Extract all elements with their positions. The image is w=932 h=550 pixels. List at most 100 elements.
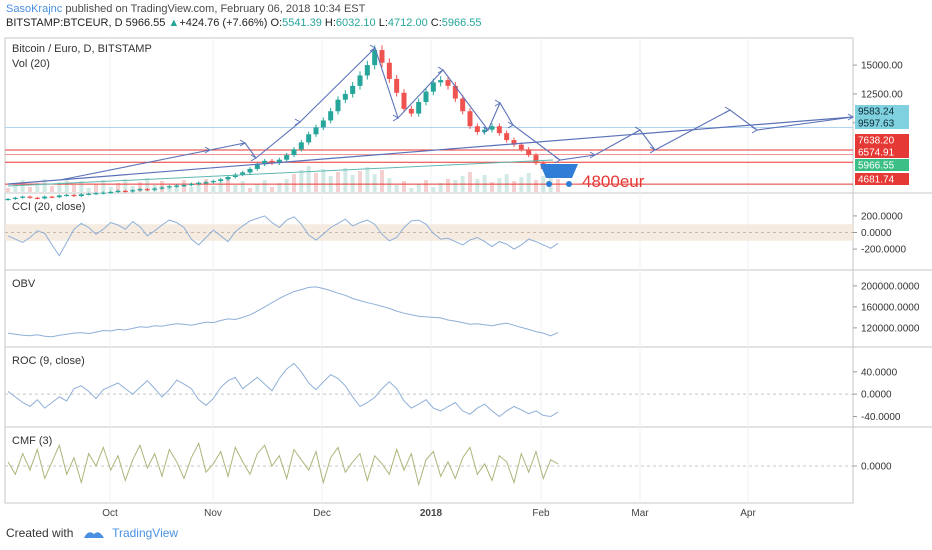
volume-bar <box>204 179 208 192</box>
volume-bar <box>262 180 267 192</box>
tradingview-logo-icon <box>83 532 104 538</box>
symbol-name: BITSTAMP:BTCEUR, D <box>6 17 123 29</box>
candle-body <box>342 93 348 100</box>
candle-body <box>262 160 268 165</box>
candle-body <box>159 187 165 189</box>
arrow-head-icon <box>554 156 561 164</box>
volume-bar <box>372 174 377 192</box>
price-label: 7638.20 <box>858 136 895 147</box>
volume-bar <box>167 188 172 192</box>
indicator-title: ROC (9, close) <box>12 355 85 367</box>
candle-body <box>357 75 363 86</box>
candle-body <box>489 126 495 130</box>
price-label: 5966.55 <box>858 161 895 172</box>
arrow-head-icon <box>494 99 501 107</box>
candle-body <box>225 177 231 180</box>
author-link[interactable]: SasoKrajnc <box>6 3 63 15</box>
arrow-head-icon <box>437 66 444 74</box>
arrow-head-icon <box>649 146 656 154</box>
candle-body <box>328 111 334 121</box>
candle-body <box>218 179 224 182</box>
candle-body <box>122 190 128 193</box>
tradingview-brand-link[interactable]: TradingView <box>112 526 179 540</box>
x-tick-label: Oct <box>102 508 118 519</box>
last-price: 5966.55 <box>125 17 166 29</box>
arrow-head-icon <box>847 113 854 121</box>
indicator-y-tick-label: 160000.0000 <box>861 302 920 313</box>
volume-bar <box>299 170 304 192</box>
candle-body <box>93 193 99 195</box>
arrow-head-icon <box>294 118 301 126</box>
volume-bar <box>431 187 436 192</box>
volume-bar <box>42 179 47 192</box>
candle-body <box>152 188 158 190</box>
x-tick-label: Apr <box>740 508 756 519</box>
candle-body <box>49 196 55 198</box>
candle-body <box>71 194 77 197</box>
volume-bar <box>79 181 84 192</box>
volume-bar <box>270 187 274 192</box>
candle-body <box>188 183 194 186</box>
candle-body <box>174 185 180 187</box>
x-tick-label: 2018 <box>420 508 443 519</box>
indicator-y-tick-label: 200000.0000 <box>861 281 920 292</box>
arrow-head-icon <box>751 126 758 134</box>
candle-body <box>108 192 114 194</box>
indicator-line <box>7 441 559 487</box>
volume-bar <box>35 183 40 192</box>
indicator-title: OBV <box>12 278 36 290</box>
volume-label: Vol (20) <box>12 58 50 70</box>
candle-body <box>511 140 517 145</box>
arrow-head-icon <box>204 146 211 154</box>
arrow-head-icon <box>589 151 596 159</box>
candle-body <box>408 108 414 114</box>
candle-body <box>423 91 429 102</box>
volume-bar <box>526 173 531 192</box>
chart-canvas[interactable]: OctNovDec2018FebMarApr15000.0012500.0010… <box>0 0 932 520</box>
candle-body <box>137 189 143 191</box>
volume-bar <box>72 185 76 192</box>
published-text: published on TradingView.com, February 0… <box>65 3 366 15</box>
indicator-y-tick-label: 200.0000 <box>861 211 903 222</box>
candle-body <box>504 133 510 141</box>
x-tick-label: Dec <box>313 508 331 519</box>
volume-bar <box>402 181 406 192</box>
indicator-title: CMF (3) <box>12 435 52 447</box>
volume-bar <box>497 178 502 192</box>
price-label-box <box>855 105 909 117</box>
volume-bar <box>226 178 230 192</box>
low-label: L: <box>378 17 388 29</box>
volume-bar <box>387 178 392 192</box>
volume-bar <box>240 181 245 192</box>
volume-bar <box>284 179 289 192</box>
price-y-tick-label: 12500.00 <box>861 89 903 100</box>
volume-bar <box>116 183 120 192</box>
candle-body <box>269 160 275 164</box>
candle-body <box>196 182 202 184</box>
volume-bar <box>350 175 355 192</box>
arrow-head-icon <box>392 114 399 122</box>
indicator-y-tick-label: 120000.0000 <box>861 323 920 334</box>
volume-bar <box>20 180 25 192</box>
candle-body <box>313 127 319 135</box>
candle-body <box>42 196 48 199</box>
volume-bar <box>424 180 428 192</box>
x-tick-label: Feb <box>532 508 550 519</box>
open-value: 5541.39 <box>282 17 322 29</box>
indicator-line <box>7 286 559 338</box>
volume-bar <box>86 188 91 192</box>
candle-body <box>533 155 539 164</box>
candle-body <box>210 181 216 183</box>
volume-bar <box>512 181 516 192</box>
candle-body <box>474 126 480 132</box>
volume-bar <box>6 188 10 192</box>
indicator-y-tick-label: 0.0000 <box>861 390 892 401</box>
volume-bar <box>321 169 326 192</box>
volume-bar <box>248 188 252 192</box>
candle-body <box>291 149 297 156</box>
volume-bar <box>64 178 69 192</box>
indicator-y-tick-label: 0.0000 <box>861 228 892 239</box>
volume-bar <box>556 179 560 192</box>
volume-bar <box>365 167 370 192</box>
candle-body <box>64 194 70 197</box>
